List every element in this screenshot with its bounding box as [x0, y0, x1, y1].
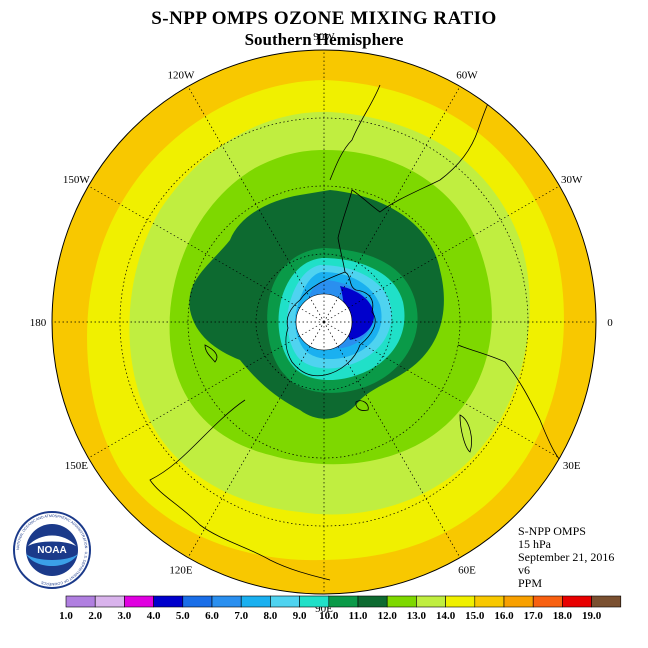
colorbar-label: 12.0 [378, 610, 398, 622]
australia-coast [149, 399, 331, 581]
colorbar-label: 5.0 [176, 610, 190, 622]
meridians [52, 50, 596, 594]
colorbar-swatch [211, 595, 242, 608]
colorbar-label: 2.0 [88, 610, 102, 622]
south-america-coast [337, 84, 501, 239]
noaa-logo: NOAA NATIONAL OCEANIC AND ATMOSPHERIC AD… [13, 511, 91, 589]
colorbar: 1.0 2.0 3.0 4.0 5.0 6.0 7.0 8.0 9.0 10.0 11.0 12.0 1… [59, 595, 622, 622]
colorbar-swatch [562, 595, 592, 608]
meridian-line [323, 321, 560, 459]
colorbar-swatch [153, 595, 184, 608]
colorbar-swatch [65, 595, 96, 608]
longitude-label: 120E [169, 565, 193, 577]
colorbar-swatch [591, 595, 622, 608]
colorbar-swatch [124, 595, 154, 608]
colorbar-swatch [357, 595, 388, 608]
colorbar-swatch [328, 595, 359, 608]
colorbar-swatch [94, 595, 125, 608]
kerguelen [355, 400, 369, 411]
colorbar-swatch [445, 595, 476, 608]
meridian-line [88, 185, 325, 323]
colorbar-label: 4.0 [147, 610, 161, 622]
map-subtitle: Southern Hemisphere [244, 30, 404, 49]
colorbar-label: 10.0 [319, 610, 339, 622]
info-date: September 21, 2016 [518, 550, 615, 564]
longitude-label: 150E [65, 460, 89, 472]
colorbar-label: 7.0 [234, 610, 248, 622]
colorbar-swatch [416, 595, 446, 608]
colorbar-swatch [299, 595, 330, 608]
colorbar-swatch [474, 595, 505, 608]
longitude-label: 120W [168, 69, 196, 81]
colorbar-label: 18.0 [553, 610, 573, 622]
colorbar-swatch [503, 595, 534, 608]
colorbar-swatch [240, 595, 271, 608]
africa-coast [457, 344, 576, 471]
meridian-line [323, 185, 560, 323]
colorbar-label: 15.0 [465, 610, 485, 622]
colorbar-label: 17.0 [524, 610, 544, 622]
new-zealand [204, 344, 218, 363]
antarctica-coast [285, 271, 376, 377]
longitude-label: 30E [563, 460, 581, 472]
colorbar-swatch [182, 595, 213, 608]
colorbar-label: 19.0 [582, 610, 602, 622]
info-instrument: S-NPP OMPS [518, 524, 586, 538]
colorbar-label: 3.0 [118, 610, 132, 622]
meridian-line [187, 321, 325, 558]
info-units: PPM [518, 576, 543, 590]
colorbar-label: 11.0 [349, 610, 368, 622]
colorbar-swatch [270, 595, 300, 608]
colorbar-label: 13.0 [407, 610, 427, 622]
coastlines [149, 84, 576, 581]
longitude-label: 0 [607, 317, 613, 329]
south-america-coast-2 [329, 84, 381, 181]
info-block: S-NPP OMPS 15 hPa September 21, 2016 v6 … [518, 525, 614, 590]
info-version: v6 [518, 563, 530, 577]
colorbar-label: 1.0 [59, 610, 73, 622]
longitude-label: 60W [456, 69, 478, 81]
antarctic-peninsula [337, 237, 346, 273]
colorbar-swatch [532, 595, 563, 608]
longitude-label: 90W [313, 31, 335, 43]
colorbar-label: 16.0 [494, 610, 514, 622]
madagascar [459, 414, 472, 453]
longitude-label: 150W [63, 174, 91, 186]
noaa-logo-text: NOAA [37, 545, 66, 556]
colorbar-label: 9.0 [293, 610, 307, 622]
meridian-line [187, 86, 325, 323]
longitude-label: 30W [561, 174, 583, 186]
map-title: S-NPP OMPS OZONE MIXING RATIO [151, 8, 497, 29]
longitude-label: 180 [30, 317, 47, 329]
info-level: 15 hPa [518, 537, 551, 551]
meridian-line [323, 86, 461, 323]
meridian-line [323, 321, 461, 558]
colorbar-label: 14.0 [436, 610, 456, 622]
meridian-line [88, 321, 325, 459]
colorbar-swatch [386, 595, 417, 608]
longitude-label: 60E [458, 565, 476, 577]
colorbar-label: 8.0 [264, 610, 278, 622]
colorbar-label: 6.0 [205, 610, 219, 622]
